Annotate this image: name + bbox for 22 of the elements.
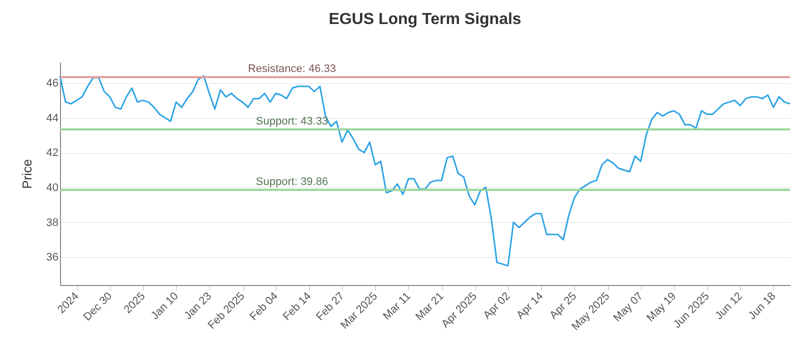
y-tick-label: 42 xyxy=(46,147,58,160)
ref-line-label: Support: 43.33 xyxy=(256,115,328,128)
ref-line-label: Support: 39.86 xyxy=(256,176,328,188)
x-tick-label: Dec 30 xyxy=(81,290,115,324)
y-axis-title: Price xyxy=(19,159,34,189)
y-tick-label: 36 xyxy=(46,252,58,264)
x-tick-label: Apr 02 xyxy=(481,290,513,322)
x-tick-label: May 07 xyxy=(611,290,646,324)
x-tick-label: Feb 14 xyxy=(280,290,314,323)
y-tick-label: 38 xyxy=(46,216,58,229)
x-tick-label: Jan 10 xyxy=(149,290,181,322)
ref-line-label: Resistance: 46.33 xyxy=(248,63,336,76)
line-series xyxy=(59,75,791,267)
x-tick-label: Apr 14 xyxy=(514,290,546,322)
x-tick-label: Jun 18 xyxy=(746,290,778,322)
x-tick-label: Mar 11 xyxy=(381,290,414,322)
x-tick-label: Feb 04 xyxy=(248,290,280,323)
chart-title: EGUS Long Term Signals xyxy=(328,11,522,28)
y-tick-label: 40 xyxy=(46,182,58,194)
y-tick-label: 46 xyxy=(46,77,58,90)
x-tick-label: Jun 12 xyxy=(713,290,745,322)
y-tick-label: 44 xyxy=(46,112,58,124)
